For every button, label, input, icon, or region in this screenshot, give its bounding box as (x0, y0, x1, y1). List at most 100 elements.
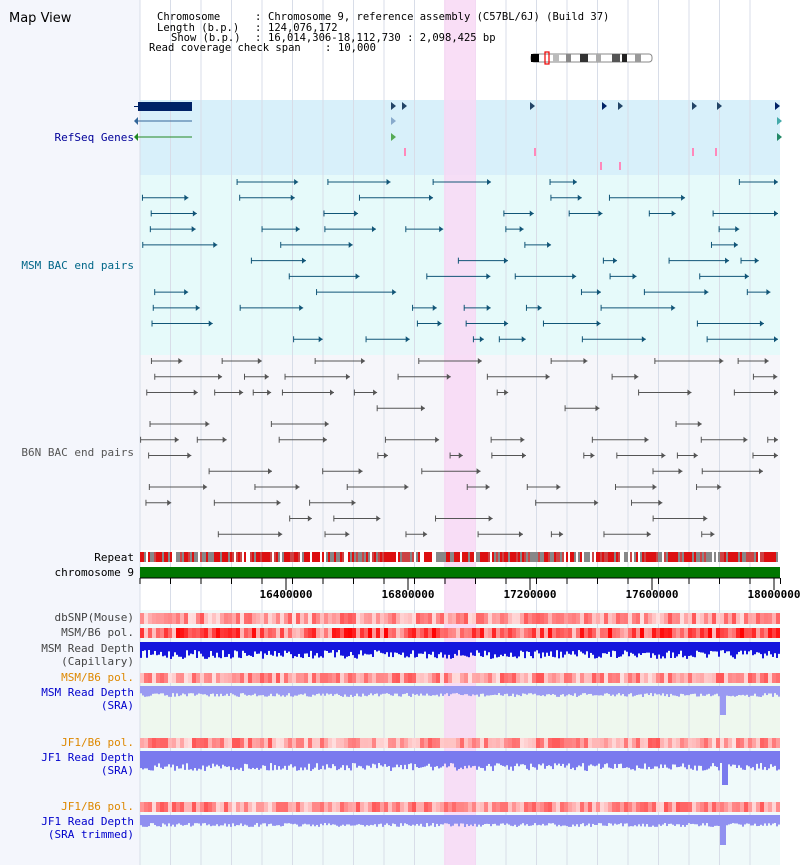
depth-bar (708, 686, 710, 694)
repeat-segment (448, 552, 450, 562)
b6n-bac-arrow (678, 468, 683, 475)
refseq-genes-track[interactable] (134, 102, 782, 170)
depth-bar (354, 642, 356, 658)
depth-bar (374, 751, 376, 765)
heat-cell (156, 628, 160, 638)
heat-cell (244, 613, 248, 624)
depth-bar (394, 642, 396, 653)
depth-bar (642, 815, 644, 824)
b6n-bac-arrow (488, 515, 493, 522)
heat-cell (616, 613, 620, 624)
depth-bar (602, 751, 604, 768)
refseq-genes-label[interactable]: RefSeq Genes (55, 131, 134, 144)
depth-bar (490, 751, 492, 767)
depth-bar (202, 751, 204, 766)
heat-cell (316, 802, 320, 812)
depth-bar (740, 642, 742, 651)
jf1-b6-pol-label: JF1/B6 pol. (61, 736, 134, 749)
depth-bar (154, 815, 156, 825)
depth-bar (278, 642, 280, 653)
heat-cell (380, 613, 384, 624)
repeat-segment (286, 552, 288, 562)
heat-cell (144, 673, 148, 683)
repeat-segment (582, 552, 584, 562)
repeat-segment (372, 552, 374, 562)
depth-bar (666, 642, 668, 653)
depth-bar (526, 815, 528, 825)
repeat-segment (600, 552, 602, 562)
depth-bar (556, 642, 558, 651)
repeat-segment (410, 552, 412, 562)
msm-bac-arrow (521, 336, 526, 343)
repeat-segment (704, 552, 706, 562)
depth-bar (140, 751, 142, 769)
highlight-region[interactable] (444, 0, 476, 865)
depth-bar (252, 686, 254, 695)
heat-cell (588, 613, 592, 624)
depth-bar (168, 815, 170, 824)
depth-bar (744, 686, 746, 696)
b6n-bac-arrow (583, 358, 588, 364)
repeat-segment (560, 552, 562, 562)
depth-bar (346, 642, 348, 657)
depth-bar (726, 642, 728, 652)
depth-bar (550, 642, 552, 652)
depth-bar (628, 751, 630, 768)
msm-depth-cap-label-1: MSM Read Depth (41, 642, 134, 655)
depth-bar (150, 642, 152, 655)
depth-bar (364, 751, 366, 770)
depth-bar (518, 642, 520, 657)
repeat-segment (320, 552, 322, 562)
heat-cell (652, 673, 656, 683)
heat-cell (172, 802, 176, 812)
heat-cell (664, 613, 668, 624)
heat-cell (564, 802, 568, 812)
repeat-segment (418, 552, 420, 562)
depth-bar (424, 642, 426, 652)
heat-cell (756, 628, 760, 638)
depth-bar (646, 751, 648, 770)
depth-bar (538, 815, 540, 825)
repeat-segment (332, 552, 334, 562)
repeat-segment (532, 552, 534, 562)
msm-bac-label[interactable]: MSM BAC end pairs (21, 259, 134, 272)
depth-bar (478, 815, 480, 825)
b6n-bac-label[interactable]: B6N BAC end pairs (21, 446, 134, 459)
heat-cell (356, 613, 360, 624)
depth-bar (464, 686, 466, 695)
depth-bar (684, 815, 686, 827)
depth-bar (200, 751, 202, 770)
heat-cell (604, 673, 608, 683)
depth-bar (448, 815, 450, 825)
heat-cell (632, 673, 636, 683)
repeat-segment (354, 552, 356, 562)
depth-bar (744, 815, 746, 825)
b6n-bac-track[interactable] (140, 358, 778, 538)
heat-cell (456, 628, 460, 638)
depth-bar (186, 751, 188, 764)
heat-cell (696, 613, 700, 624)
depth-bar (488, 642, 490, 653)
depth-bar (244, 815, 246, 825)
depth-bar (204, 686, 206, 695)
heat-cell (556, 628, 560, 638)
depth-bar (390, 815, 392, 827)
heat-cell (428, 628, 432, 638)
msm-bac-arrow (479, 336, 484, 343)
heat-cell (332, 673, 336, 683)
depth-bar (156, 751, 158, 767)
heat-cell (468, 802, 472, 812)
depth-bar (218, 642, 220, 658)
heat-cell (668, 613, 672, 624)
heat-cell (488, 738, 492, 748)
repeat-segment (528, 552, 530, 562)
msm-bac-arrow (529, 210, 534, 217)
depth-bar (400, 686, 402, 697)
msm-bac-track[interactable] (141, 179, 778, 343)
depth-bar (398, 686, 400, 697)
depth-bar (472, 751, 474, 767)
heat-cell (596, 673, 600, 683)
heat-cell (200, 628, 204, 638)
chromosome-ideogram[interactable] (530, 51, 653, 65)
heat-cell (548, 628, 552, 638)
